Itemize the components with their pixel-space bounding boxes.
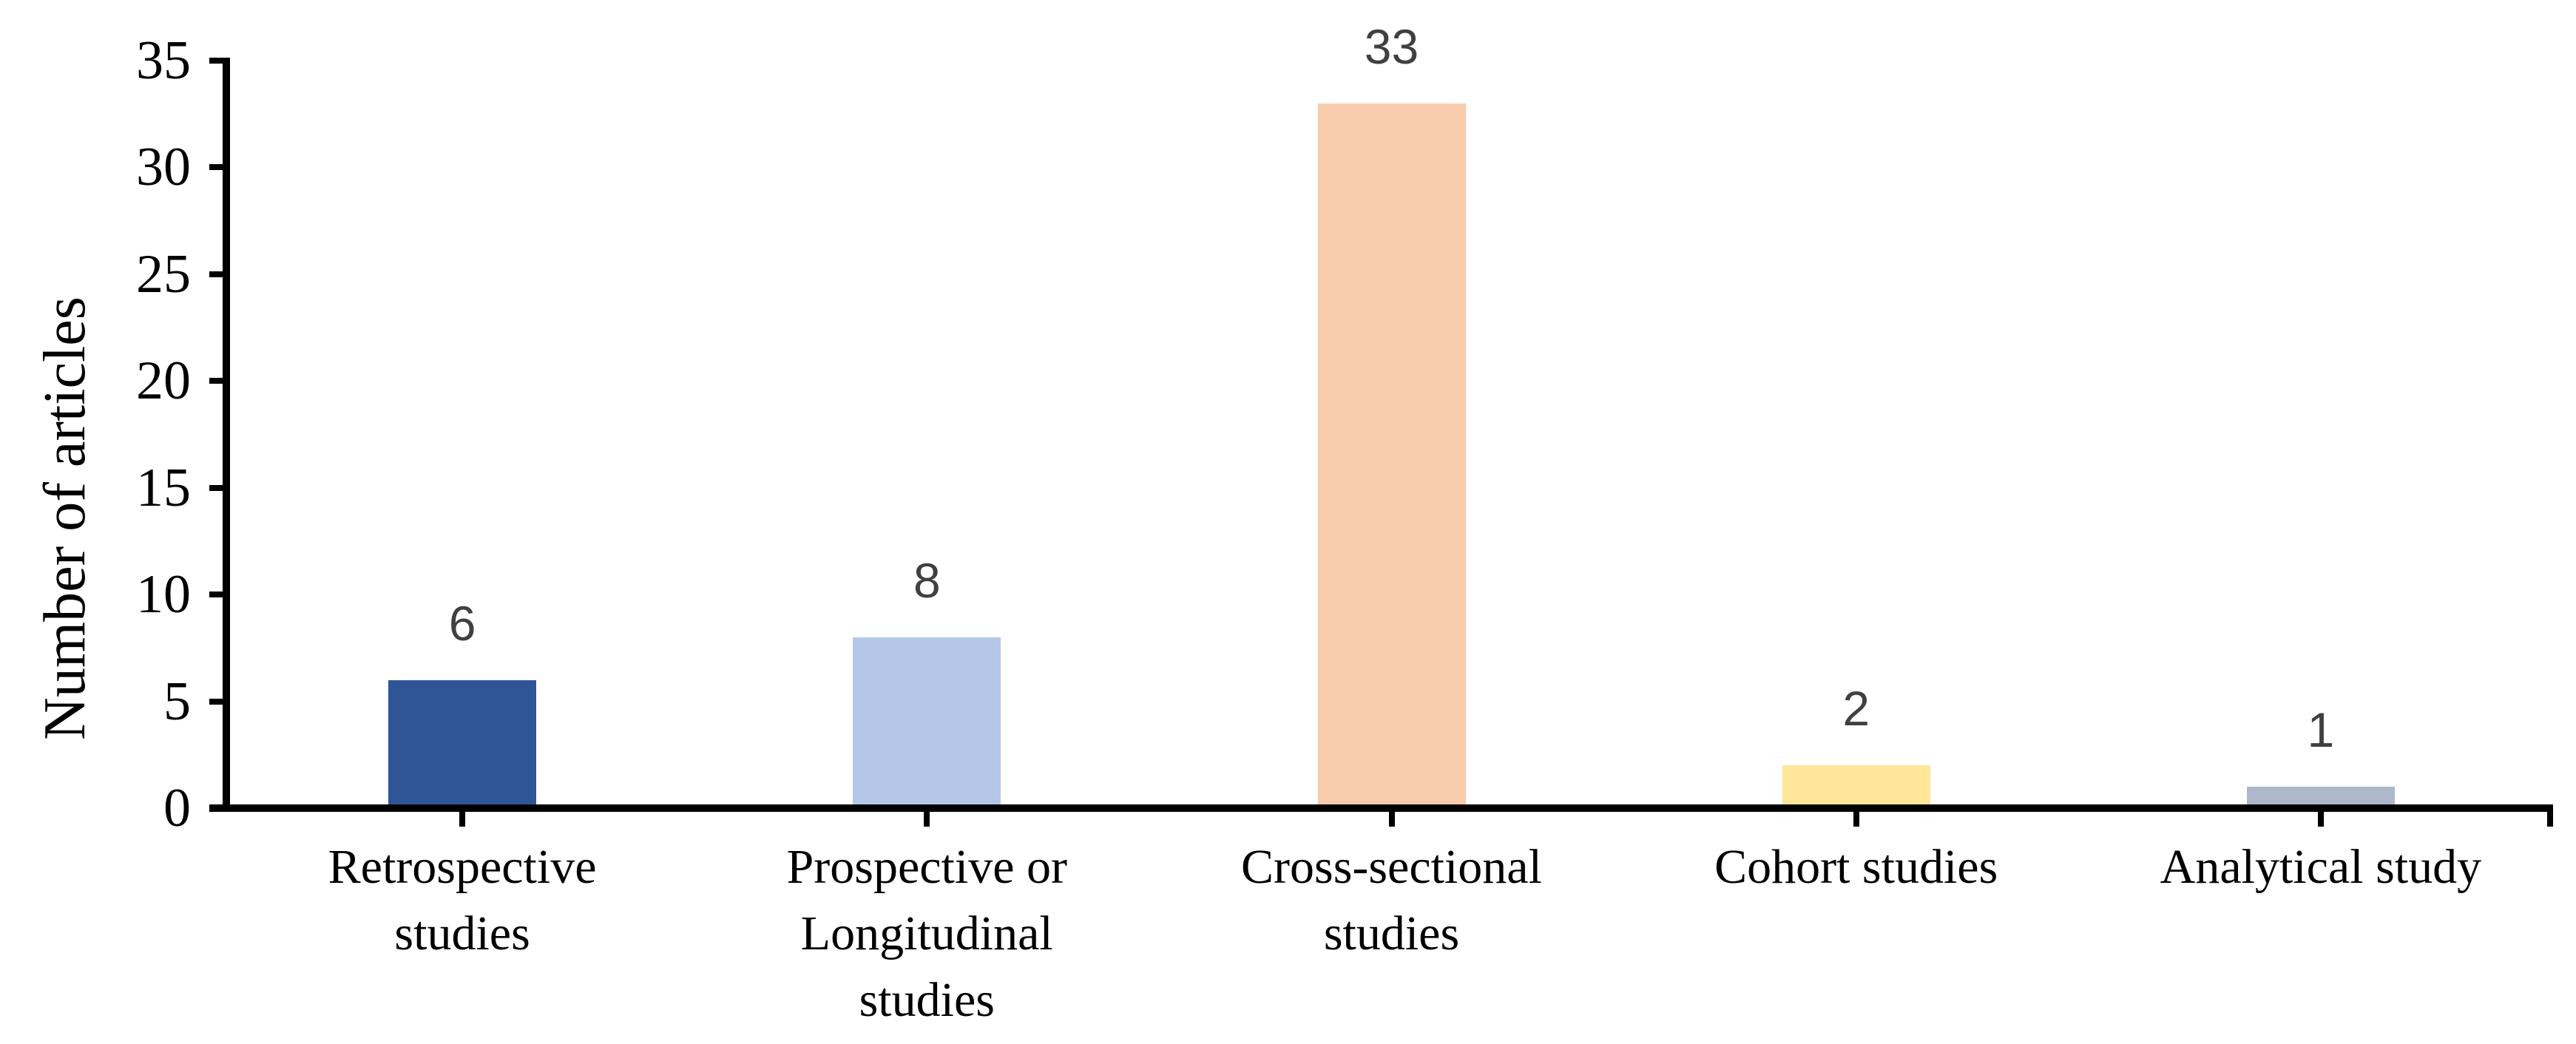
y-tick-label: 10: [136, 564, 191, 626]
bar-value-label: 8: [913, 552, 941, 608]
y-tick-mark: [209, 698, 230, 705]
bar-value-label: 1: [2307, 702, 2335, 758]
bar: [853, 637, 1001, 808]
category-label-line: Cross-sectional: [1241, 840, 1542, 894]
bar-value-label: 33: [1364, 18, 1419, 74]
bar: [1317, 103, 1466, 808]
x-tick-mark: [2317, 812, 2324, 827]
category-label-line: Longitudinal: [800, 906, 1053, 960]
bar: [1782, 765, 1930, 808]
x-tick-mark: [1853, 812, 1859, 827]
y-tick-label: 20: [136, 350, 191, 412]
bar-value-label: 6: [448, 595, 476, 651]
y-tick-mark: [209, 271, 230, 277]
y-tick-mark: [209, 484, 230, 491]
category-label-line: studies: [394, 906, 530, 960]
category-label-line: Prospective or: [786, 840, 1067, 894]
category-label: Retrospective studies: [230, 834, 694, 967]
y-tick-label: 25: [136, 243, 191, 305]
y-tick-label: 35: [136, 30, 191, 91]
category-label: Cross-sectional studies: [1159, 834, 1623, 967]
category-label-line: studies: [1323, 906, 1460, 960]
y-axis-line: [223, 58, 230, 812]
y-tick-label: 0: [163, 778, 191, 838]
y-tick-label: 15: [136, 457, 191, 518]
category-label-line: Analytical study: [2160, 840, 2482, 894]
y-tick-mark: [209, 164, 230, 171]
x-tick-mark: [1388, 812, 1395, 827]
y-tick-label: 30: [136, 137, 191, 198]
bar-value-label: 2: [1842, 681, 1870, 736]
x-axis-end-tick: [2547, 812, 2553, 827]
category-label: Analytical study: [2089, 834, 2553, 901]
y-tick-mark: [209, 58, 230, 64]
x-tick-mark: [459, 812, 466, 827]
y-tick-mark: [209, 378, 230, 384]
category-label-line: Retrospective: [328, 840, 597, 894]
category-label: Prospective or Longitudinal studies: [694, 834, 1159, 1034]
category-label: Cohort studies: [1624, 834, 2089, 901]
bar: [388, 679, 537, 808]
category-label-line: Cohort studies: [1714, 840, 1998, 894]
x-axis-line: [209, 804, 2553, 812]
y-tick-mark: [209, 592, 230, 598]
y-tick-label: 5: [163, 671, 191, 732]
category-label-line: studies: [859, 973, 995, 1027]
x-tick-mark: [924, 812, 930, 827]
